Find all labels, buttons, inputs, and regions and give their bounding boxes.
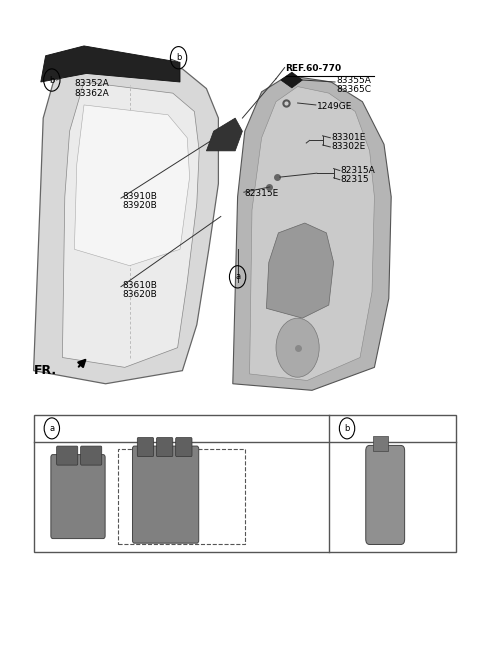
Polygon shape	[62, 82, 199, 367]
Text: 83620B: 83620B	[122, 290, 157, 299]
FancyBboxPatch shape	[81, 446, 102, 465]
Polygon shape	[250, 87, 374, 380]
Circle shape	[276, 318, 319, 377]
Polygon shape	[74, 105, 190, 266]
Text: FR.: FR.	[34, 364, 57, 377]
Text: H83912: H83912	[353, 446, 388, 455]
Text: a: a	[49, 424, 54, 433]
Bar	[118, 449, 245, 544]
FancyBboxPatch shape	[366, 445, 405, 544]
Text: 83302E: 83302E	[331, 142, 365, 152]
Bar	[34, 415, 456, 552]
Text: b: b	[49, 75, 55, 85]
Polygon shape	[41, 46, 180, 82]
Text: REF.60-770: REF.60-770	[286, 64, 342, 73]
Text: 83355A: 83355A	[336, 75, 371, 85]
Polygon shape	[266, 223, 334, 318]
FancyBboxPatch shape	[176, 438, 192, 457]
Text: 83910B: 83910B	[122, 192, 157, 201]
Text: 82315: 82315	[341, 175, 370, 184]
FancyBboxPatch shape	[373, 436, 388, 451]
Text: 82315A: 82315A	[341, 166, 375, 175]
FancyBboxPatch shape	[51, 455, 105, 539]
Text: 1249GE: 1249GE	[317, 102, 352, 111]
Text: (W/SEAT WARMER): (W/SEAT WARMER)	[158, 451, 243, 461]
Text: 93581F: 93581F	[67, 459, 101, 468]
Polygon shape	[206, 118, 242, 151]
Text: 83362A: 83362A	[74, 89, 109, 98]
Text: 83352A: 83352A	[74, 79, 109, 89]
FancyBboxPatch shape	[132, 446, 199, 543]
Text: 82315E: 82315E	[245, 189, 279, 198]
FancyBboxPatch shape	[137, 438, 154, 457]
Polygon shape	[281, 72, 302, 88]
FancyBboxPatch shape	[156, 438, 173, 457]
Text: 83920B: 83920B	[122, 201, 157, 211]
FancyBboxPatch shape	[57, 446, 78, 465]
Text: 83365C: 83365C	[336, 85, 371, 94]
Polygon shape	[233, 75, 391, 390]
Text: b: b	[176, 53, 181, 62]
Text: 93581F: 93581F	[218, 483, 252, 493]
Text: 83301E: 83301E	[331, 133, 366, 142]
Text: 83610B: 83610B	[122, 281, 157, 290]
Text: a: a	[235, 272, 240, 281]
Polygon shape	[34, 56, 218, 384]
Text: b: b	[344, 424, 350, 433]
